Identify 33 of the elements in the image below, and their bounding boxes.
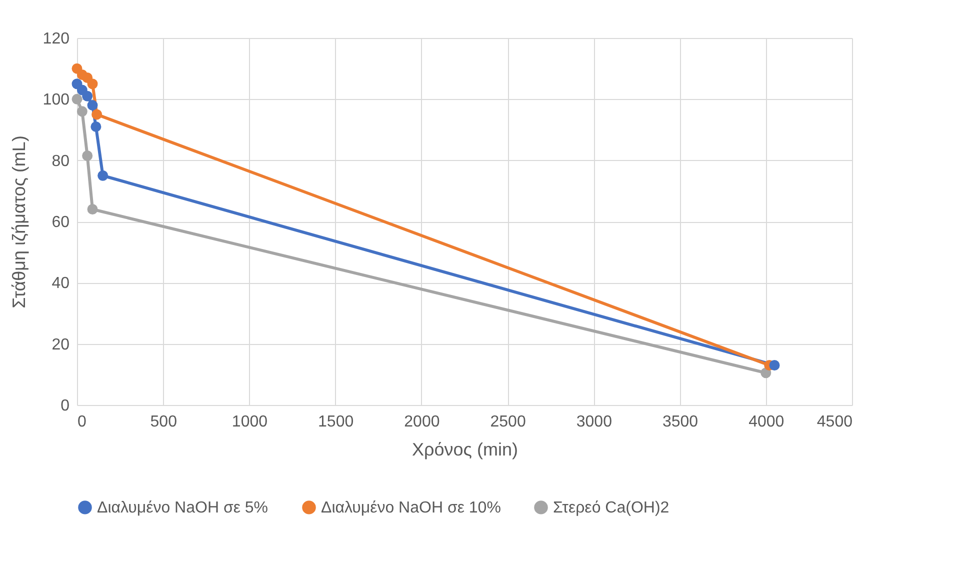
x-tick-label: 3500 (662, 414, 698, 430)
y-tick-label: 40 (52, 275, 70, 292)
x-tick-label: 500 (150, 414, 178, 430)
x-tick-label: 1000 (232, 414, 268, 430)
legend-label: Διαλυμένο NaOH σε 10% (321, 499, 501, 516)
point (98, 170, 108, 181)
y-axis-title: Στάθμη ιζήματος (mL) (8, 136, 29, 308)
y-tick-label: 0 (60, 398, 70, 414)
point (87, 100, 98, 111)
y-tick-label: 60 (52, 214, 70, 231)
point (82, 150, 93, 161)
point (87, 78, 98, 90)
y-tick-label: 120 (42, 30, 70, 48)
point (72, 94, 82, 104)
x-tick-label: 3000 (576, 414, 612, 430)
x-tick-label: 4000 (748, 414, 784, 430)
y-tick-label: 80 (52, 152, 70, 170)
point (82, 90, 93, 102)
x-axis-title: Χρόνος (min) (412, 440, 518, 460)
x-tick-label: 2500 (490, 414, 526, 430)
point (90, 121, 102, 132)
point (87, 204, 98, 214)
point (769, 360, 780, 370)
x-tick-label: 4500 (816, 414, 853, 430)
point (92, 109, 102, 120)
y-tick-label: 100 (42, 92, 70, 109)
y-tick-label: 20 (52, 336, 70, 354)
x-tick-label: 0 (78, 414, 86, 430)
legend-label: Διαλυμένο NaOH σε 5% (97, 499, 268, 516)
x-tick-label: 1500 (318, 414, 354, 430)
legend-label: Στερεό Ca(OH)2 (553, 499, 670, 516)
point (76, 106, 88, 117)
x-tick-label: 2000 (404, 414, 440, 430)
